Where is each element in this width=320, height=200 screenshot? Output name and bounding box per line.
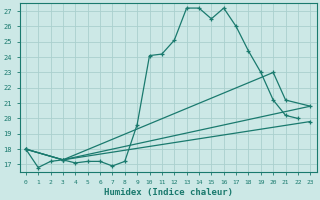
X-axis label: Humidex (Indice chaleur): Humidex (Indice chaleur): [104, 188, 233, 197]
